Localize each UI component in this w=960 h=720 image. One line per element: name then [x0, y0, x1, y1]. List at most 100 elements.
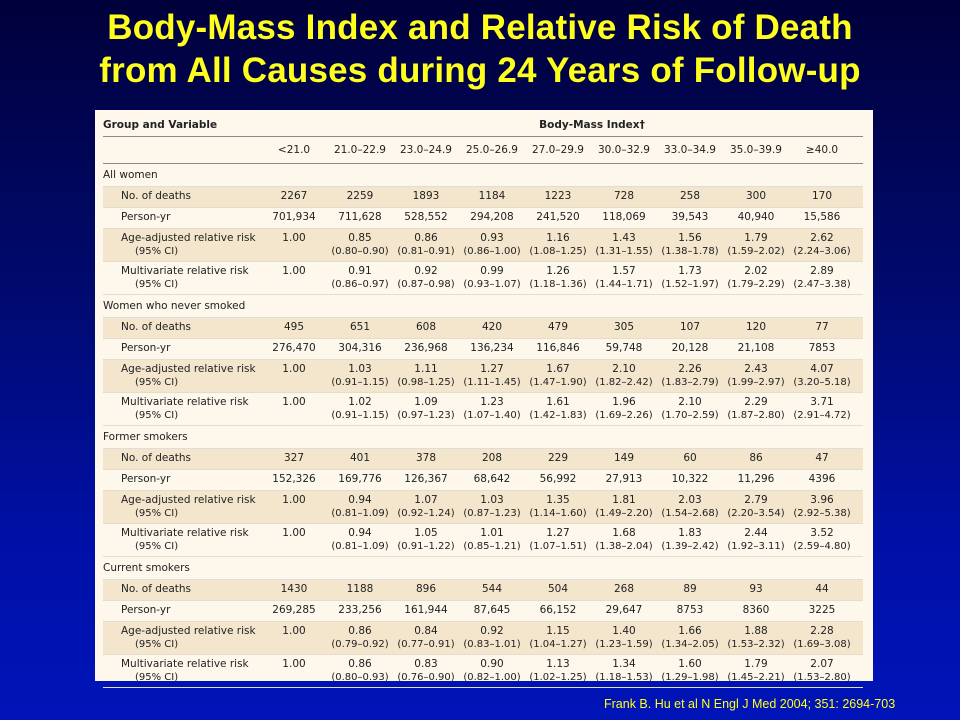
- table-row: No. of deaths 1430 1188 896 544 504 268 89 93 44: [103, 580, 863, 601]
- cell-value: 241,520: [536, 211, 580, 223]
- cell-ci: (1.69–2.26): [595, 410, 653, 421]
- table-cell: 8753: [657, 601, 723, 621]
- cell-ci: (1.18–1.36): [529, 279, 587, 290]
- table-cell: 1.81 (1.49–2.20): [591, 491, 657, 523]
- table-cell: 269,285: [261, 601, 327, 621]
- row-label: Age-adjusted relative risk (95% CI): [103, 229, 261, 261]
- cell-value: 327: [283, 452, 305, 464]
- cell-ci: (1.82–2.42): [595, 377, 653, 388]
- table-cell: 1.23 (1.07–1.40): [459, 393, 525, 425]
- cell-value: 0.99: [480, 265, 504, 277]
- cell-ci: (0.91–1.15): [331, 410, 389, 421]
- cell-value: 0.92: [480, 625, 504, 637]
- cell-value: 1.96: [612, 396, 636, 408]
- cell-ci: (1.47–1.90): [529, 377, 587, 388]
- table-cell: 651: [327, 318, 393, 338]
- table-cell: 1.03 (0.91–1.15): [327, 360, 393, 392]
- table-cell: 77: [789, 318, 855, 338]
- cell-ci: (2.47–3.38): [793, 279, 851, 290]
- cell-value: 2.43: [744, 363, 768, 375]
- group-heading: Women who never smoked: [103, 295, 863, 318]
- table-row: Multivariate relative risk (95% CI) 1.00 0.…: [103, 262, 863, 295]
- cell-value: 0.86: [414, 232, 438, 244]
- cell-value: 495: [283, 321, 305, 333]
- cell-ci: (0.86–0.97): [331, 279, 389, 290]
- table-cell: 258: [657, 187, 723, 207]
- table-cell: 1.00: [261, 262, 327, 294]
- cell-value: 0.94: [348, 494, 372, 506]
- table-cell: 1.09 (0.97–1.23): [393, 393, 459, 425]
- table-row: Multivariate relative risk (95% CI) 1.00 1.…: [103, 393, 863, 426]
- cell-value: 896: [415, 583, 437, 595]
- cell-value: 504: [547, 583, 569, 595]
- slide-title-line-2: from All Causes during 24 Years of Follo…: [99, 51, 861, 90]
- table-cell: 1.13 (1.02–1.25): [525, 655, 591, 687]
- table-cell: 40,940: [723, 208, 789, 228]
- table-cell: 896: [393, 580, 459, 600]
- cell-value: 11,296: [737, 473, 775, 485]
- cell-value: 1.05: [414, 527, 438, 539]
- row-label-ci: (95% CI): [135, 377, 179, 388]
- table-cell: 0.92 (0.87–0.98): [393, 262, 459, 294]
- row-label: Age-adjusted relative risk (95% CI): [103, 491, 261, 523]
- table-cell: 2.02 (1.79–2.29): [723, 262, 789, 294]
- cell-value: 420: [481, 321, 503, 333]
- cell-ci: (0.81–1.09): [331, 508, 389, 519]
- cell-value: 149: [613, 452, 635, 464]
- cell-value: 1.07: [414, 494, 438, 506]
- table-cell: 93: [723, 580, 789, 600]
- row-label: Person-yr: [103, 208, 261, 228]
- table-cell: 2.79 (2.20–3.54): [723, 491, 789, 523]
- cell-value: 608: [415, 321, 437, 333]
- cell-value: 2.29: [744, 396, 768, 408]
- table-cell: 1.00: [261, 491, 327, 523]
- table-cell: 149: [591, 449, 657, 469]
- cell-value: 1.00: [282, 527, 306, 539]
- cell-ci: (1.53–2.80): [793, 672, 851, 683]
- table-cell: 1.00: [261, 655, 327, 687]
- table-cell: 2.07 (1.53–2.80): [789, 655, 855, 687]
- cell-value: 294,208: [470, 211, 514, 223]
- cell-value: 126,367: [404, 473, 448, 485]
- cell-ci: (1.08–1.25): [529, 246, 587, 257]
- row-label-ci: (95% CI): [135, 508, 179, 519]
- table-cell: 0.84 (0.77–0.91): [393, 622, 459, 654]
- cell-ci: (0.91–1.15): [331, 377, 389, 388]
- table-cell: 1.05 (0.91–1.22): [393, 524, 459, 556]
- cell-value: 0.86: [348, 625, 372, 637]
- table-cell: 1.11 (0.98–1.25): [393, 360, 459, 392]
- row-label: Multivariate relative risk (95% CI): [103, 262, 261, 294]
- table-cell: 3.96 (2.92–5.38): [789, 491, 855, 523]
- row-label: No. of deaths: [103, 318, 261, 338]
- cell-value: 2.10: [612, 363, 636, 375]
- row-label: Multivariate relative risk (95% CI): [103, 393, 261, 425]
- cell-value: 77: [815, 321, 829, 333]
- cell-ci: (1.38–1.78): [661, 246, 719, 257]
- cell-ci: (2.59–4.80): [793, 541, 851, 552]
- cell-value: 2.26: [678, 363, 702, 375]
- cell-value: 2.28: [810, 625, 834, 637]
- bmi-risk-table: Group and Variable Body-Mass Index† <21.…: [95, 110, 873, 688]
- cell-value: 1.56: [678, 232, 702, 244]
- table-row: No. of deaths 2267 2259 1893 1184 1223 728 258 3…: [103, 187, 863, 208]
- cell-value: 1.13: [546, 658, 570, 670]
- table-cell: 1.67 (1.47–1.90): [525, 360, 591, 392]
- cell-value: 1.03: [480, 494, 504, 506]
- cell-value: 89: [683, 583, 697, 595]
- table-cell: 0.86 (0.81–0.91): [393, 229, 459, 261]
- cell-value: 1.00: [282, 494, 306, 506]
- table-cell: 56,992: [525, 470, 591, 490]
- row-label-text: Person-yr: [121, 211, 171, 223]
- cell-ci: (1.02–1.25): [529, 672, 587, 683]
- cell-ci: (1.29–1.98): [661, 672, 719, 683]
- table-cell: 1.56 (1.38–1.78): [657, 229, 723, 261]
- row-label-text: Multivariate relative risk: [121, 396, 249, 408]
- table-cell: 1.02 (0.91–1.15): [327, 393, 393, 425]
- cell-ci: (1.31–1.55): [595, 246, 653, 257]
- table-cell: 2.26 (1.83–2.79): [657, 360, 723, 392]
- table-cell: 2.44 (1.92–3.11): [723, 524, 789, 556]
- table-cell: 15,586: [789, 208, 855, 228]
- cell-value: 1.67: [546, 363, 570, 375]
- table-cell: 10,322: [657, 470, 723, 490]
- table-cell: 0.83 (0.76–0.90): [393, 655, 459, 687]
